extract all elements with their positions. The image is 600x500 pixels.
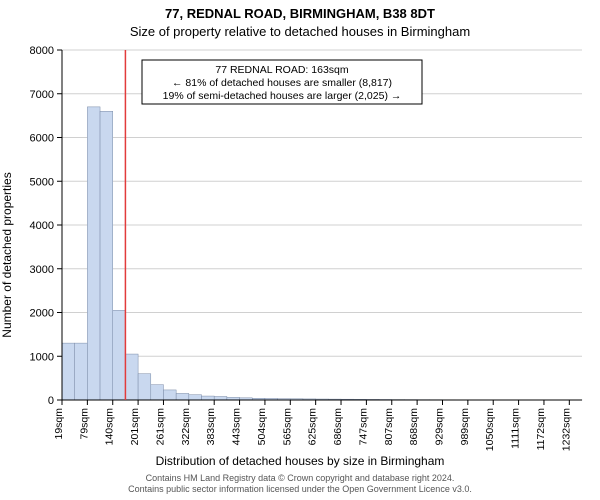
svg-text:6000: 6000 — [30, 133, 54, 145]
svg-text:383sqm: 383sqm — [205, 408, 217, 446]
page-title: 77, REDNAL ROAD, BIRMINGHAM, B38 8DT — [0, 6, 600, 21]
svg-text:1111sqm: 1111sqm — [510, 408, 522, 449]
y-axis-label: Number of detached properties — [0, 5, 20, 500]
x-ticks: 19sqm 79sqm 140sqm 201sqm 261sqm 322sqm 383sqm… — [53, 400, 572, 451]
svg-text:1232sqm: 1232sqm — [560, 408, 572, 451]
svg-text:989sqm: 989sqm — [459, 408, 471, 446]
svg-text:807sqm: 807sqm — [383, 408, 395, 446]
svg-text:747sqm: 747sqm — [357, 408, 369, 446]
svg-text:3000: 3000 — [30, 264, 54, 276]
svg-text:565sqm: 565sqm — [281, 408, 293, 446]
chart-plot: 010002000300040005000600070008000 19sqm7… — [62, 50, 582, 400]
y-ticks: 0 1000 2000 3000 4000 5000 6000 7000 8000 — [30, 45, 62, 407]
annotation-line-3: 19% of semi-detached houses are larger (… — [163, 90, 402, 102]
svg-text:625sqm: 625sqm — [307, 408, 319, 446]
footer-line-2: Contains public sector information licen… — [0, 484, 600, 494]
annotation-line-1: 77 REDNAL ROAD: 163sqm — [215, 64, 348, 76]
svg-text:7000: 7000 — [30, 89, 54, 101]
svg-text:1000: 1000 — [30, 351, 54, 363]
svg-text:79sqm: 79sqm — [78, 408, 90, 440]
svg-text:504sqm: 504sqm — [256, 408, 268, 446]
x-axis-label: Distribution of detached houses by size … — [0, 454, 600, 468]
svg-text:686sqm: 686sqm — [332, 408, 344, 446]
svg-text:201sqm: 201sqm — [129, 408, 141, 446]
svg-text:2000: 2000 — [30, 308, 54, 320]
svg-text:443sqm: 443sqm — [231, 408, 243, 446]
svg-text:4000: 4000 — [30, 220, 54, 232]
svg-text:929sqm: 929sqm — [433, 408, 445, 446]
svg-text:1172sqm: 1172sqm — [535, 408, 547, 451]
annotation-box: 77 REDNAL ROAD: 163sqm ← 81% of detached… — [142, 60, 422, 104]
annotation-line-2: ← 81% of detached houses are smaller (8,… — [172, 77, 392, 89]
page-subtitle: Size of property relative to detached ho… — [0, 24, 600, 39]
svg-text:261sqm: 261sqm — [154, 408, 166, 446]
svg-text:322sqm: 322sqm — [180, 408, 192, 446]
svg-text:5000: 5000 — [30, 176, 54, 188]
footer-line-1: Contains HM Land Registry data © Crown c… — [0, 473, 600, 483]
svg-text:8000: 8000 — [30, 45, 54, 57]
svg-text:868sqm: 868sqm — [408, 408, 420, 446]
svg-text:19sqm: 19sqm — [53, 408, 65, 440]
svg-text:140sqm: 140sqm — [104, 408, 116, 446]
svg-text:0: 0 — [48, 395, 54, 407]
svg-text:1050sqm: 1050sqm — [484, 408, 496, 451]
footer: Contains HM Land Registry data © Crown c… — [0, 473, 600, 494]
